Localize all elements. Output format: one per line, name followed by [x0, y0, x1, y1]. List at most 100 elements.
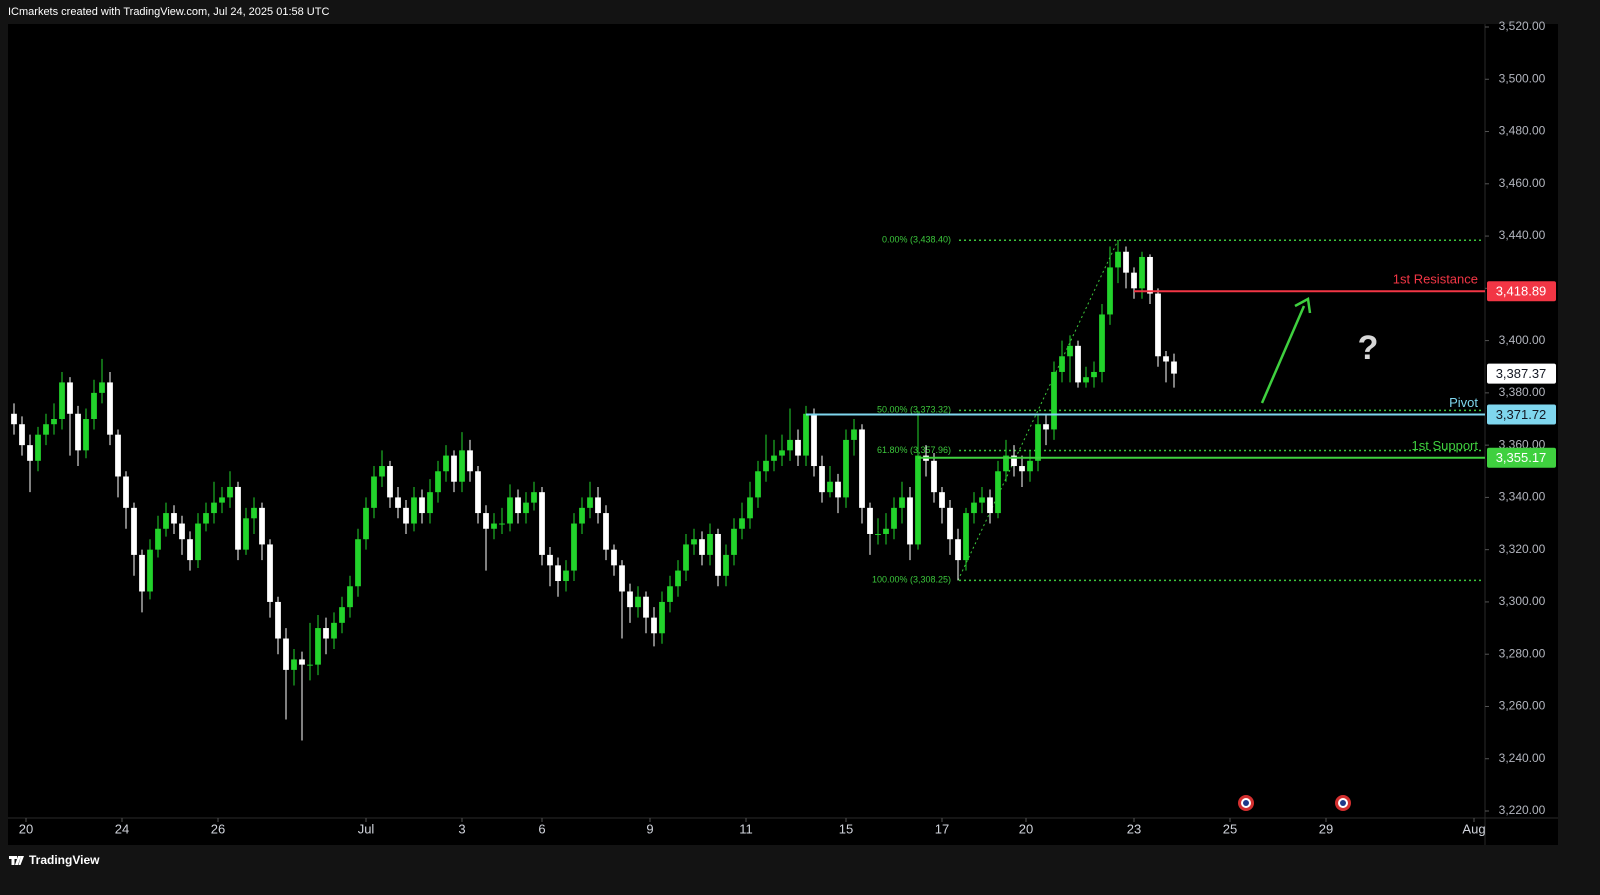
candle-body [987, 497, 993, 514]
candle-body [243, 518, 249, 550]
tradingview-logo [9, 856, 24, 865]
candle-body [755, 471, 761, 498]
candle-body [435, 471, 441, 493]
candle-body [387, 466, 393, 498]
candle-body [11, 413, 17, 425]
candle-body [483, 513, 489, 529]
candle-body [827, 481, 833, 493]
candle-body [1003, 455, 1009, 472]
candle-body [627, 591, 633, 608]
x-tick-label: 15 [839, 821, 853, 836]
candle-body [235, 486, 241, 550]
candle-body [891, 507, 897, 529]
candle-body [291, 659, 297, 670]
candle-body [835, 481, 841, 498]
candle-body [115, 434, 121, 477]
candle-body [155, 528, 161, 550]
level-name: Pivot [1449, 395, 1478, 410]
candle-body [139, 554, 145, 592]
x-tick-label: 17 [935, 821, 949, 836]
candle-body [1099, 314, 1105, 372]
candle-body [443, 455, 449, 472]
event-icons [1238, 795, 1351, 811]
candle-body [739, 518, 745, 529]
candle-body [1107, 267, 1113, 315]
y-tick-label: 3,280.00 [1499, 646, 1546, 660]
candle-body [299, 659, 305, 665]
candle-body [619, 565, 625, 592]
x-tick-label: 3 [458, 821, 465, 836]
candle-body [51, 419, 57, 425]
candle-body [83, 419, 89, 451]
y-tick-label: 3,220.00 [1499, 803, 1546, 817]
header: ICmarkets created with TradingView.com, … [8, 6, 329, 18]
candle-body [27, 445, 33, 461]
x-tick-label: 9 [646, 821, 653, 836]
fib-level-label: 50.00% (3,373.32) [877, 405, 951, 415]
candle-body [579, 507, 585, 524]
x-tick-label: 25 [1223, 821, 1237, 836]
x-tick-label: 29 [1319, 821, 1333, 836]
candle-body [315, 628, 321, 665]
x-tick-label: 26 [211, 821, 225, 836]
fib-level-label: 61.80% (3,357.96) [877, 445, 951, 455]
last-price-box [1487, 363, 1556, 384]
candle-body [475, 471, 481, 514]
candle-body [227, 486, 233, 498]
candle-body [171, 513, 177, 524]
candle-body [1051, 371, 1057, 430]
candle-body [859, 429, 865, 508]
y-tick-label: 3,520.00 [1499, 19, 1546, 33]
candle-body [995, 471, 1001, 514]
y-tick-label: 3,260.00 [1499, 699, 1546, 713]
candle-body [595, 497, 601, 514]
candle-body [651, 617, 657, 634]
candle-body [507, 497, 513, 524]
level-price-box [1487, 281, 1556, 302]
candle-body [803, 413, 809, 456]
candle-body [403, 507, 409, 524]
candle-body [395, 497, 401, 508]
y-tick-label: 3,400.00 [1499, 333, 1546, 347]
x-tick-label: 23 [1127, 821, 1141, 836]
candle-body [563, 570, 569, 582]
y-tick-label: 3,480.00 [1499, 124, 1546, 138]
x-tick-label: 20 [19, 821, 33, 836]
y-tick-label: 3,300.00 [1499, 594, 1546, 608]
candle-body [307, 664, 313, 666]
level-price-box [1487, 447, 1556, 468]
candle-body [251, 507, 257, 519]
candle-body [539, 492, 545, 555]
candle-body [523, 502, 529, 514]
candle-body [107, 382, 113, 435]
level-price-label: 3,355.17 [1496, 450, 1547, 465]
y-tick-label: 3,500.00 [1499, 71, 1546, 85]
candle-body [947, 507, 953, 540]
candle-body [731, 528, 737, 555]
candle-body [555, 565, 561, 582]
candle-body [667, 586, 673, 602]
level-price-label: 3,371.72 [1496, 407, 1547, 422]
candle-body [67, 382, 73, 414]
candle-body [787, 439, 793, 451]
candle-body [771, 455, 777, 461]
candle-body [1043, 424, 1049, 430]
level-price-label: 3,418.89 [1496, 284, 1547, 299]
candle-body [459, 450, 465, 482]
candle-body [1019, 466, 1025, 472]
x-tick-label: 11 [739, 821, 753, 836]
candle-body [211, 502, 217, 514]
candle-body [571, 523, 577, 571]
candle-body [971, 502, 977, 514]
candle-body [187, 539, 193, 561]
candle-body [347, 586, 353, 608]
candle-body [1091, 371, 1097, 378]
candle-body [1027, 460, 1033, 472]
candle-body [515, 497, 521, 514]
y-tick-label: 3,380.00 [1499, 385, 1546, 399]
candle-body [59, 382, 65, 419]
candle-body [587, 497, 593, 508]
candle-body [747, 497, 753, 519]
candle-body [259, 507, 265, 545]
candle-body [323, 628, 329, 639]
